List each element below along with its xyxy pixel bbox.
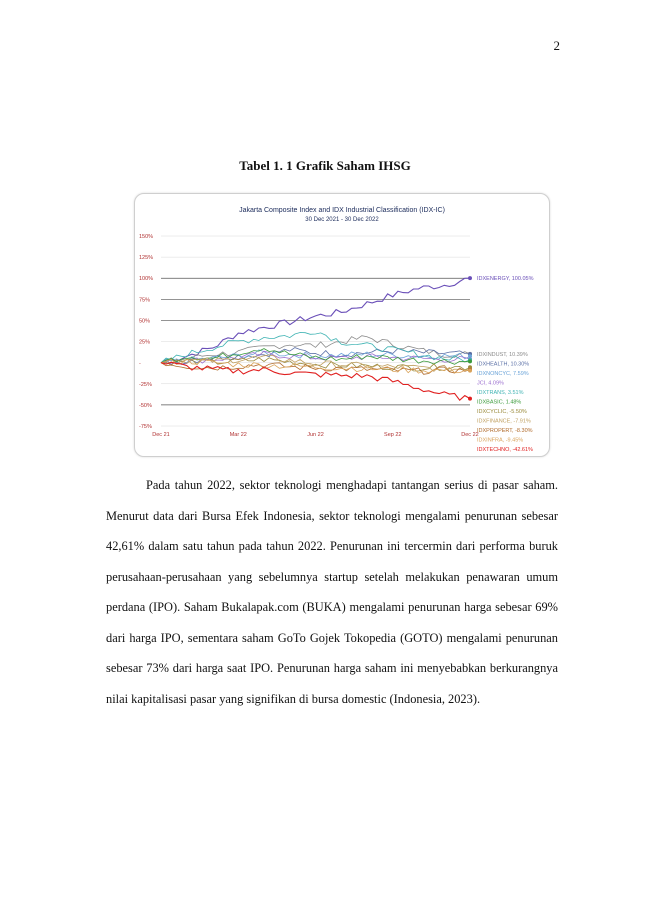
series-end-marker [468,276,472,281]
chart-container: Jakarta Composite Index and IDX Industri… [134,193,550,457]
series-end-label: IDXPROPERT, -8.30% [477,428,533,434]
series-line [160,277,471,364]
y-tick-label: -50% [139,403,152,409]
body-paragraph: Pada tahun 2022, sektor teknologi mengha… [106,478,558,706]
series-line [160,348,471,365]
x-tick-label: Dec 22 [461,432,478,438]
x-axis-ticks: Dec 21 Mar 22 Jun 22 Sep 22 Dec 22 [152,432,478,438]
y-tick-label: 125% [139,255,153,261]
series-end-marker [468,396,472,401]
y-axis-ticks: 150% 125% 100% 75% 50% 25% - -25% -50% -75% [139,234,153,430]
y-tick-label: 75% [139,297,150,303]
series-end-label: IDXENERGY, 100.05% [477,276,534,282]
x-tick-label: Sep 22 [384,432,401,438]
series-end-label: JCI, 4.09% [477,380,504,386]
chart-grid [161,235,470,427]
y-tick-label: -75% [139,424,152,430]
y-tick-label: -25% [139,382,152,388]
series-line [160,357,471,372]
series-line [160,358,471,374]
series-end-label: IDXFINANCE, -7.91% [477,418,531,424]
series-line [160,347,471,365]
y-tick-label: 50% [139,318,150,324]
line-chart: Jakarta Composite Index and IDX Industri… [139,207,534,453]
series-end-label: IDXTECHNO, -42.61% [477,447,533,453]
body-text: Pada tahun 2022, sektor teknologi mengha… [106,470,558,714]
series-end-marker [468,368,472,373]
y-tick-label: 25% [139,340,150,346]
x-tick-label: Mar 22 [230,432,247,438]
series-end-label: IDXBASIC, 1.48% [477,399,521,405]
y-tick-label: 150% [139,234,153,240]
series-line [160,361,471,402]
chart-title: Jakarta Composite Index and IDX Industri… [239,207,445,214]
series-end-label: IDXINDUST, 10.39% [477,352,528,358]
series-end-marker [468,354,472,359]
x-tick-label: Dec 21 [152,432,169,438]
series-end-label: IDXINFRA, -9.45% [477,437,523,443]
page-number: 2 [553,38,561,53]
x-tick-label: Jun 22 [307,432,324,438]
series-end-marker [468,359,472,364]
y-tick-label: - [139,361,141,367]
figure-caption: Tabel 1. 1 Grafik Saham IHSG [239,158,411,173]
series-end-label: IDXCYCLIC, -5.50% [477,409,527,415]
y-tick-label: 100% [139,276,153,282]
series-end-label: IDXNONCYC, 7.59% [477,371,529,377]
series-line [160,335,471,364]
series-line [160,332,471,363]
series-lines [160,276,472,402]
series-line [160,354,471,372]
series-end-label: IDXHEALTH, 10.30% [477,361,529,367]
chart-subtitle: 30 Dec 2021 - 30 Dec 2022 [305,217,379,223]
series-end-label: IDXTRANS, 3.51% [477,390,524,396]
series-end-labels: IDXENERGY, 100.05% IDXINDUST, 10.39% IDXHE… [477,276,534,453]
